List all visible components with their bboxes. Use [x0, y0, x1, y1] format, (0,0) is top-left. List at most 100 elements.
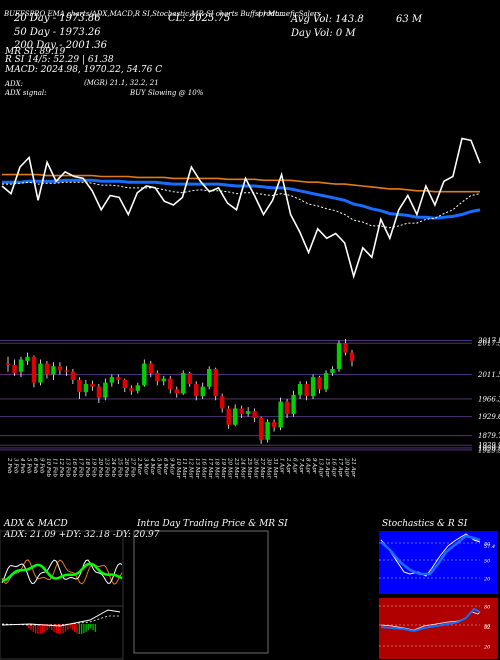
- ema-slow-line: [2, 173, 480, 193]
- price-tick-label: 2011.55: [477, 371, 500, 379]
- candle-down: [168, 378, 173, 390]
- candlestick-chart: 2017.52017.52011.551966.351929.631879.71…: [0, 337, 500, 454]
- rsi-level-label: 20: [483, 645, 491, 651]
- macd-histogram-bar: [71, 624, 74, 631]
- date-tick-label: 9 Feb: [38, 458, 44, 474]
- date-tick-label: 6 Apr: [292, 458, 298, 474]
- candle-up: [323, 373, 329, 390]
- macd-line: [1, 609, 121, 627]
- date-tick-label: 12 Mar: [188, 458, 194, 479]
- macd-histogram-bar: [57, 624, 60, 634]
- macd-histogram-bar: [44, 624, 46, 632]
- date-tick-label: 30 Mar: [266, 458, 272, 479]
- date-tick-label: 13 Apr: [318, 458, 324, 477]
- stoch-level-label: 80: [484, 542, 491, 548]
- plus-di-line: [1, 559, 123, 585]
- adx-panel-values: ADX: 21.09 +DY: 32.18 -DY: 20.97: [3, 530, 160, 540]
- avg-volume-unit: 63 M: [396, 14, 423, 25]
- date-tick-label: 19 Mar: [220, 458, 226, 479]
- macd-histogram-bar: [41, 624, 44, 634]
- intraday-panel: Intra Day Trading Price & MR SI: [133, 519, 288, 654]
- date-tick-label: 24 Feb: [110, 457, 116, 478]
- adx-panel-title: ADX & MACD: [3, 519, 68, 529]
- date-tick-label: 17 Feb: [77, 458, 83, 478]
- date-tick-label: 16 Apr: [331, 458, 337, 477]
- date-tick-label: 5 Feb: [25, 458, 31, 474]
- candle-up: [142, 363, 147, 386]
- date-tick-label: 27 Feb: [129, 457, 135, 478]
- date-tick-label: 9 Mar: [168, 458, 174, 475]
- day-volume-label: Day Vol: 0 M: [290, 28, 356, 39]
- stoch-value-label: 57.4: [484, 544, 495, 550]
- sma20-label: 20 Day - 1973.86: [13, 13, 101, 24]
- candle-down: [31, 356, 37, 383]
- buy-signal-label: BUY Slowing @ 10%: [129, 89, 204, 97]
- candle-down: [219, 396, 225, 409]
- date-tick-label: 3 Feb: [12, 458, 18, 474]
- candle-down: [226, 408, 231, 425]
- rsi-level-label: 80: [484, 605, 491, 611]
- stoch-d-line: [380, 534, 481, 576]
- date-tick-label: 17 Apr: [337, 458, 343, 477]
- candle-up: [25, 356, 30, 361]
- intraday-panel-frame: [133, 530, 269, 654]
- macd-histogram-bar: [46, 624, 48, 631]
- date-tick-label: 2 Mar: [136, 457, 142, 475]
- candle-up: [135, 385, 141, 391]
- ema-fast-line: [2, 181, 481, 229]
- ema-mid-line: [2, 178, 481, 220]
- date-tick-label: 11 Mar: [181, 458, 187, 479]
- price-tick-label: 2017.5: [477, 340, 500, 348]
- date-tick-label: 1 Apr: [279, 458, 285, 474]
- price-tick-label: 2017.5: [477, 337, 500, 345]
- macd-histogram-bar: [48, 624, 51, 629]
- candle-up: [330, 369, 335, 374]
- candle-up: [18, 359, 24, 372]
- macd-histogram-bar: [69, 624, 71, 629]
- candle-down: [271, 422, 277, 428]
- macd-histogram-bar: [39, 624, 41, 634]
- date-tick-label: 2 Feb: [6, 457, 12, 474]
- candle-up: [181, 373, 186, 394]
- date-tick-label: 6 Mar: [162, 458, 168, 475]
- avg-volume-label: Avg Vol: 143.8: [290, 14, 364, 25]
- macd-histogram-bar: [80, 624, 83, 634]
- stoch-k-line: [380, 533, 481, 577]
- candle-down: [258, 417, 264, 440]
- date-tick-label: 26 Mar: [253, 457, 259, 479]
- date-tick-label: 18 Feb: [84, 458, 90, 478]
- date-tick-label: 20 Mar: [227, 457, 233, 479]
- date-tick-label: 2 Apr: [285, 457, 291, 474]
- candle-up: [336, 343, 342, 370]
- macd-histogram-bar: [67, 624, 69, 630]
- macd-histogram-bar: [51, 624, 53, 631]
- price-tick-label: 1879.7: [478, 432, 500, 440]
- candle-up: [232, 408, 238, 425]
- price-line: [1, 137, 481, 280]
- candle-down: [116, 377, 121, 380]
- candle-down: [187, 373, 192, 384]
- mrsi-values: (MGR) 21.1, 32.2, 21: [84, 79, 159, 87]
- macd-histogram-bar: [30, 624, 32, 631]
- adx-line: [1, 562, 123, 582]
- date-tick-label: 27 Mar: [259, 457, 265, 479]
- date-tick-label: 23 Mar: [233, 457, 239, 479]
- date-tick-label: 24 Mar: [240, 457, 246, 479]
- rsi-line: [380, 607, 481, 633]
- candle-down: [5, 363, 11, 365]
- date-tick-label: 15 Apr: [324, 458, 330, 477]
- adx-label: ADX:: [4, 80, 23, 88]
- indicator-header: BUFFSPRO EMA charts/ADX,MACD,R SI,Stocha…: [3, 10, 423, 97]
- candle-up: [207, 369, 212, 387]
- date-tick-label: 23 Feb: [103, 457, 109, 478]
- price-tick-label: 1966.35: [478, 395, 500, 403]
- candle-up: [265, 422, 270, 440]
- candle-down: [96, 386, 102, 398]
- macd-histogram-bar: [64, 624, 67, 632]
- candle-down: [64, 370, 69, 372]
- date-axis: 2 Feb 3 Feb 4 Feb 5 Feb 6 Feb 9 Feb 10 Feb 11 F…: [6, 457, 356, 479]
- mrsi-label: MR SI: 89.19: [4, 47, 66, 57]
- macd-histogram-bar: [28, 624, 30, 628]
- candle-down: [44, 363, 50, 375]
- date-tick-label: 13 Feb: [64, 458, 70, 478]
